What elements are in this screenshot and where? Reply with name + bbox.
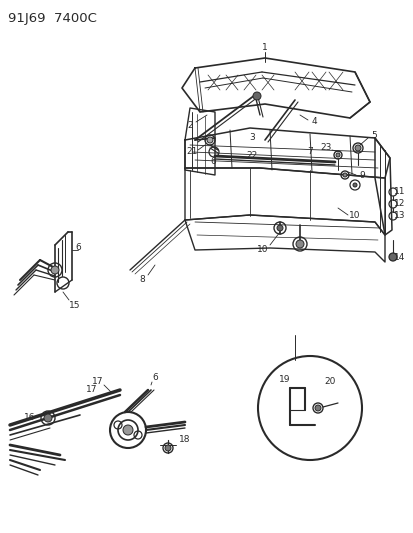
Circle shape (252, 92, 260, 100)
Text: 6: 6 (75, 244, 81, 253)
Text: 15: 15 (69, 301, 81, 310)
Text: 1: 1 (261, 44, 267, 52)
Text: 2: 2 (187, 120, 192, 130)
Text: 8: 8 (139, 276, 145, 285)
Circle shape (206, 137, 212, 143)
Circle shape (342, 173, 346, 177)
Text: 7: 7 (306, 148, 312, 157)
Circle shape (354, 145, 360, 151)
Text: 22: 22 (246, 150, 257, 159)
Circle shape (276, 225, 282, 231)
Text: 10: 10 (349, 211, 360, 220)
Circle shape (51, 266, 59, 274)
Text: 9: 9 (358, 171, 364, 180)
Text: 17: 17 (86, 385, 97, 394)
Text: 10: 10 (256, 246, 268, 254)
Text: 23: 23 (320, 143, 331, 152)
Text: 6: 6 (152, 374, 157, 383)
Text: 12: 12 (393, 199, 405, 208)
Text: 16: 16 (24, 414, 36, 423)
Text: 13: 13 (393, 212, 405, 221)
Circle shape (335, 153, 339, 157)
Circle shape (44, 414, 52, 422)
Text: 20: 20 (323, 377, 335, 386)
Circle shape (352, 183, 356, 187)
Text: 19: 19 (279, 376, 290, 384)
Circle shape (295, 240, 303, 248)
Text: 3: 3 (249, 133, 254, 142)
Circle shape (165, 445, 171, 451)
Text: 14: 14 (393, 254, 405, 262)
Text: 6: 6 (210, 157, 215, 166)
Circle shape (314, 405, 320, 411)
Text: 11: 11 (393, 188, 405, 197)
Circle shape (388, 253, 396, 261)
Text: 91J69  7400C: 91J69 7400C (8, 12, 97, 25)
Circle shape (123, 425, 133, 435)
Text: 21: 21 (186, 148, 197, 157)
Text: 5: 5 (370, 131, 376, 140)
Text: 17: 17 (92, 377, 104, 386)
Text: 18: 18 (179, 435, 190, 445)
Text: 4: 4 (311, 117, 316, 126)
